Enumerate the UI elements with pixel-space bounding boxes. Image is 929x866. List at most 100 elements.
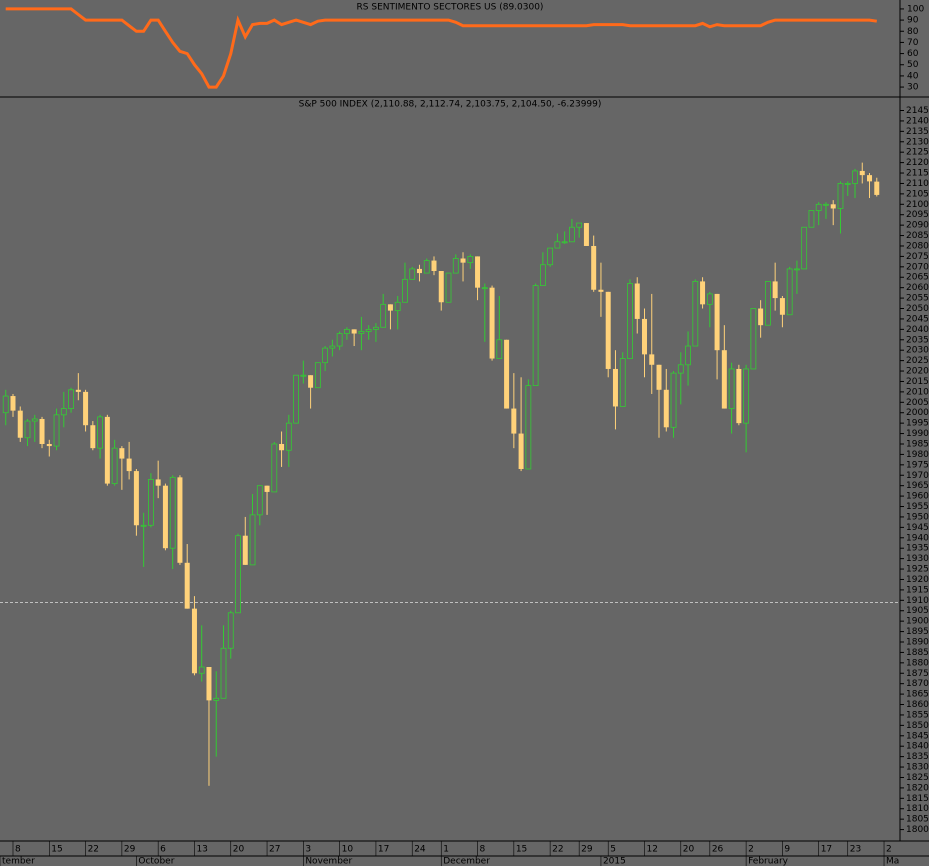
y-tick-label: 1895 [906,627,929,637]
y-tick-label: 2065 [906,273,929,283]
candle-body [97,416,103,449]
y-tick-label: 1935 [906,544,929,554]
candle-body [612,368,618,407]
candle-body [721,350,727,409]
y-tick-label: 30 [907,83,919,93]
candle-body [685,345,691,366]
y-tick-label: 2095 [906,210,929,220]
x-tick-label: 12 [646,845,657,855]
y-tick-label: 1905 [906,606,929,616]
month-label: tember [2,857,35,866]
candle-body [380,303,387,328]
y-tick-label: 1825 [906,773,929,783]
y-tick-label: 1955 [906,502,929,512]
candle-body [119,448,125,459]
candle-body [31,418,38,422]
y-tick-label: 50 [907,60,919,70]
candle-body [206,667,212,701]
x-tick-label: 13 [196,845,207,855]
candle-body [242,535,248,565]
y-tick-label: 1810 [906,804,929,814]
y-tick-label: 1980 [906,450,929,460]
candle-body [511,408,517,434]
candle-body [431,260,437,271]
candle-body [409,268,416,280]
y-tick-label: 2000 [906,408,929,418]
y-tick-label: 2110 [906,179,929,189]
candle-body [308,375,314,388]
candle-body [656,364,662,390]
x-tick-label: 27 [269,845,280,855]
month-label: 2015 [603,857,626,866]
candle-body [794,268,800,271]
candle-body [351,329,357,334]
x-tick-label: 29 [124,845,136,855]
y-tick-label: 60 [907,49,919,59]
candle-body [743,368,750,424]
candle-body [677,364,684,374]
x-tick-label: 20 [233,845,245,855]
x-tick-label: 26 [712,845,724,855]
candle-body [53,414,60,447]
month-label: October [138,857,174,866]
y-tick-label: 1800 [906,825,929,835]
y-tick-label: 1880 [906,658,929,668]
y-tick-label: 2025 [906,356,929,366]
y-tick-label: 2055 [906,294,929,304]
candle-body [706,293,713,305]
candle-body [489,287,495,359]
x-tick-label: 1 [443,845,449,855]
candle-body [271,443,278,493]
candle-body [525,385,532,470]
y-tick-label: 2105 [906,189,929,199]
x-tick-label: 17 [821,845,832,855]
candle-body [198,666,205,674]
candle-body [663,389,669,428]
y-tick-label: 2060 [906,283,929,293]
y-tick-label: 2085 [906,231,929,241]
x-tick-label: 2 [748,845,754,855]
candle-body [68,389,74,409]
y-tick-label: 1995 [906,419,929,429]
candle-body [46,443,52,447]
y-tick-label: 1845 [906,731,929,741]
candle-body [764,281,771,326]
candle-body [692,281,699,347]
candle-body [874,181,880,195]
candle-body [300,374,307,377]
candle-body [387,304,393,311]
candle-body [641,318,647,355]
candle-body [343,328,350,334]
candle-body [24,420,31,439]
x-tick-label: 9 [784,845,790,855]
y-tick-label: 1830 [906,763,929,773]
candle-body [714,293,720,351]
y-tick-label: 1860 [906,700,929,710]
candle-body [83,391,89,426]
candle-body [808,210,815,228]
candle-body [17,410,23,438]
y-tick-label: 2130 [906,137,929,147]
y-tick-label: 1965 [906,481,929,491]
candle-body [532,285,539,387]
candle-body [496,339,503,359]
candle-body [394,301,401,311]
candle-body [148,479,154,526]
y-tick-label: 1910 [906,596,929,606]
candle-body [329,345,336,349]
indicator-title: RS SENTIMENTO SECTORES US (89.0300) [357,3,544,13]
candle-body [852,170,858,184]
candle-body [177,477,183,563]
candle-body [736,368,742,424]
candle-body [598,289,604,292]
y-tick-label: 2075 [906,252,929,262]
candle-body [758,308,764,326]
candle-body [504,339,510,409]
candle-body [467,256,474,264]
candle-body [256,485,263,516]
y-tick-label: 2010 [906,387,929,397]
y-tick-label: 2050 [906,304,929,314]
candle-body [619,358,626,407]
x-tick-label: 10 [342,845,354,855]
candle-body [859,170,865,176]
